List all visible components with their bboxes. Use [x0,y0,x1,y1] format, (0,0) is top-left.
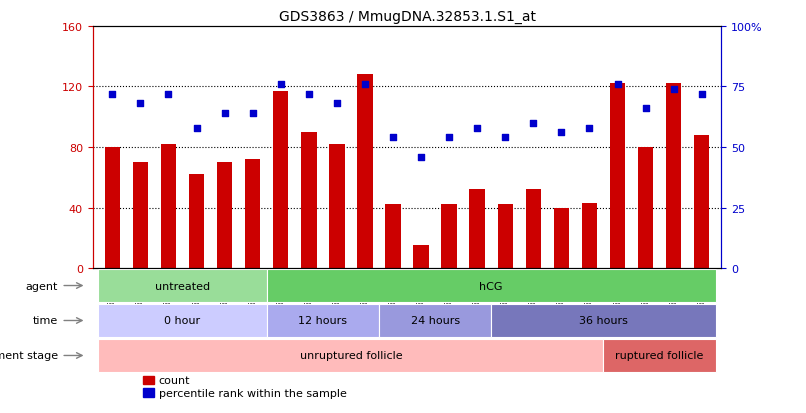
Point [162,91,175,98]
Bar [442,205,457,268]
Text: 12 hours: 12 hours [298,316,347,326]
Text: 0 hour: 0 hour [164,316,201,326]
Bar [143,375,154,385]
Bar [301,133,317,268]
Bar [245,160,260,268]
Point [555,130,568,136]
Bar [267,304,379,337]
Bar [604,339,716,372]
Point [667,86,680,93]
Text: time: time [33,316,58,326]
Text: count: count [159,375,190,385]
Point [696,91,708,98]
Point [442,135,455,141]
Bar [582,204,597,268]
Bar [267,269,716,302]
Bar [329,145,345,268]
Point [218,111,231,117]
Bar [105,147,120,268]
Bar [638,147,654,268]
Point [246,111,259,117]
Bar [413,246,429,268]
Bar [385,205,401,268]
Point [330,101,343,107]
Bar [610,84,625,268]
Text: 24 hours: 24 hours [410,316,459,326]
Point [583,125,596,132]
Bar [98,269,267,302]
Bar [98,339,604,372]
Point [639,106,652,112]
Text: hCG: hCG [480,281,503,291]
Bar [273,92,289,268]
Bar [143,388,154,397]
Bar [160,145,177,268]
Bar [98,304,267,337]
Bar [189,175,204,268]
Bar [694,135,709,268]
Text: percentile rank within the sample: percentile rank within the sample [159,388,347,398]
Point [134,101,147,107]
Text: development stage: development stage [0,351,58,361]
Point [414,154,427,161]
Text: agent: agent [26,281,58,291]
Bar [133,163,148,268]
Bar [217,163,232,268]
Point [611,81,624,88]
Point [499,135,512,141]
Text: untreated: untreated [155,281,210,291]
Point [359,81,372,88]
Bar [491,304,716,337]
Bar [666,84,681,268]
Bar [526,190,541,268]
Point [106,91,118,98]
Bar [469,190,485,268]
Point [302,91,315,98]
Text: ruptured follicle: ruptured follicle [616,351,704,361]
Bar [379,304,491,337]
Point [527,120,540,127]
Bar [497,205,513,268]
Point [190,125,203,132]
Title: GDS3863 / MmugDNA.32853.1.S1_at: GDS3863 / MmugDNA.32853.1.S1_at [279,10,535,24]
Text: unruptured follicle: unruptured follicle [300,351,402,361]
Point [274,81,287,88]
Bar [357,75,372,268]
Point [471,125,484,132]
Text: 36 hours: 36 hours [579,316,628,326]
Point [387,135,400,141]
Bar [554,208,569,268]
